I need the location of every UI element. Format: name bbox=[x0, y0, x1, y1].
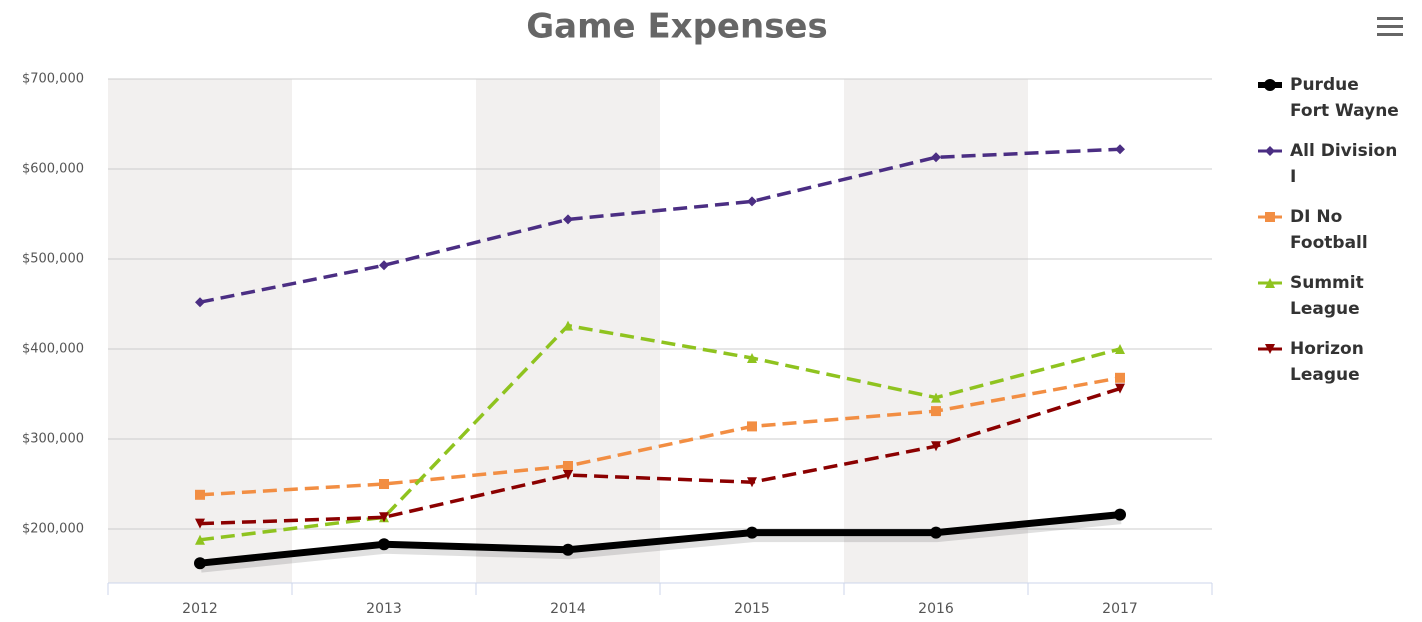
series-line bbox=[199, 323, 1121, 542]
marker bbox=[563, 470, 573, 480]
plot-band bbox=[844, 79, 1028, 583]
marker bbox=[747, 196, 757, 207]
marker bbox=[563, 320, 573, 331]
legend-item[interactable]: All Division I bbox=[1256, 138, 1416, 190]
marker bbox=[931, 152, 941, 163]
y-tick-label: $300,000 bbox=[22, 432, 84, 447]
y-tick-label: $600,000 bbox=[22, 162, 84, 177]
marker bbox=[379, 260, 389, 271]
x-tick-label: 2013 bbox=[366, 601, 402, 617]
x-tick-label: 2012 bbox=[182, 601, 218, 617]
y-tick-label: $700,000 bbox=[22, 72, 84, 87]
series-line bbox=[199, 511, 1121, 567]
marker bbox=[563, 461, 573, 471]
marker bbox=[194, 557, 206, 570]
legend-item[interactable]: Purdue Fort Wayne bbox=[1256, 72, 1416, 124]
legend-symbol bbox=[1258, 212, 1282, 222]
y-tick-label: $200,000 bbox=[22, 522, 84, 537]
x-tick-label: 2015 bbox=[734, 601, 770, 617]
marker bbox=[195, 518, 205, 529]
legend-symbol bbox=[1258, 79, 1282, 91]
marker bbox=[195, 534, 205, 545]
marker bbox=[379, 512, 389, 523]
legend-symbol bbox=[1258, 278, 1282, 288]
marker bbox=[1115, 383, 1125, 394]
legend-label: All Division I bbox=[1290, 141, 1398, 187]
marker bbox=[1114, 508, 1126, 521]
marker bbox=[930, 526, 942, 539]
marker bbox=[1264, 79, 1276, 91]
marker bbox=[747, 353, 757, 363]
legend-item[interactable]: Summit League bbox=[1256, 270, 1416, 322]
x-tick-label: 2017 bbox=[1102, 601, 1138, 617]
marker bbox=[1115, 144, 1125, 155]
legend-symbol bbox=[1258, 146, 1282, 156]
y-tick-label: $500,000 bbox=[22, 252, 84, 267]
marker bbox=[1265, 212, 1275, 222]
y-tick-label: $400,000 bbox=[22, 342, 84, 357]
line-shadow bbox=[200, 515, 1122, 573]
marker bbox=[1265, 344, 1275, 354]
legend-symbol bbox=[1258, 344, 1282, 354]
legend-label: Horizon League bbox=[1290, 339, 1364, 385]
marker bbox=[195, 297, 205, 308]
marker bbox=[747, 477, 757, 488]
marker bbox=[379, 479, 389, 489]
marker bbox=[562, 543, 574, 556]
marker bbox=[195, 489, 205, 500]
x-tick-label: 2014 bbox=[550, 601, 586, 617]
marker bbox=[1115, 344, 1125, 354]
series-line bbox=[199, 376, 1121, 497]
plot-band bbox=[108, 79, 292, 583]
legend: Purdue Fort Wayne All Division I DI No Foo… bbox=[1256, 72, 1416, 402]
series-line bbox=[199, 147, 1121, 304]
marker bbox=[747, 421, 757, 432]
chart-title: Game Expenses bbox=[526, 7, 827, 47]
marker bbox=[1265, 146, 1275, 156]
legend-item[interactable]: DI No Football bbox=[1256, 204, 1416, 256]
legend-label: Purdue Fort Wayne bbox=[1290, 75, 1399, 121]
legend-label: DI No Football bbox=[1290, 207, 1368, 253]
legend-item[interactable]: Horizon League bbox=[1256, 336, 1416, 388]
x-tick-label: 2016 bbox=[918, 601, 954, 617]
marker bbox=[1265, 278, 1275, 288]
marker bbox=[563, 214, 573, 225]
legend-label: Summit League bbox=[1290, 273, 1364, 319]
marker bbox=[378, 538, 390, 551]
marker bbox=[931, 441, 941, 452]
marker bbox=[931, 406, 941, 417]
marker bbox=[1115, 372, 1125, 383]
marker bbox=[746, 526, 758, 539]
plot-band bbox=[476, 79, 660, 583]
marker bbox=[931, 392, 941, 403]
series-line bbox=[199, 386, 1121, 526]
menu-icon[interactable] bbox=[1377, 17, 1403, 36]
